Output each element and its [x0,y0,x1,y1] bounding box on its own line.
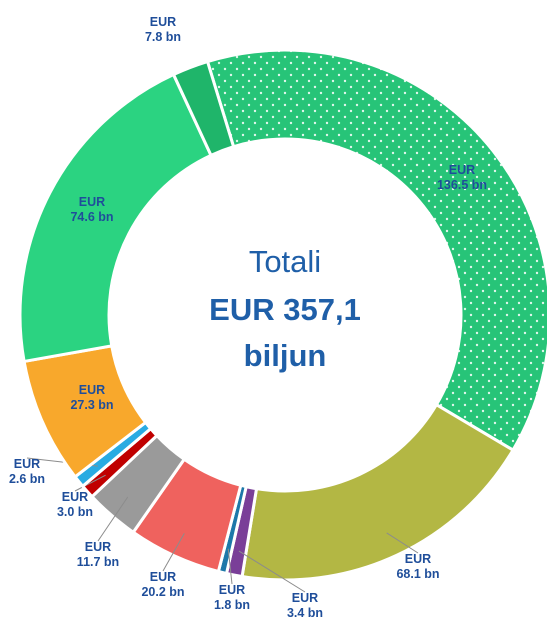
donut-segment [18,72,213,364]
data-label: EUR 3.0 bn [56,490,94,519]
data-label: EUR 136.5 bn [436,163,488,192]
data-label: EUR 1.8 bn [213,583,251,612]
data-label: EUR 27.3 bn [70,383,114,412]
donut-segment [240,402,516,582]
leader-line [162,533,185,572]
leader-line [238,550,306,593]
leader-line [386,532,419,554]
donut-segment [171,59,236,158]
data-label: EUR 20.2 bn [141,570,185,599]
center-title: Totali [248,244,322,279]
donut-segment [205,48,547,453]
data-label: EUR 7.8 bn [144,15,182,44]
leader-line [97,496,129,542]
data-label: EUR 68.1 bn [396,552,440,581]
data-label: EUR 11.7 bn [76,540,120,569]
data-label: EUR 2.6 bn [8,457,46,486]
center-total: EUR 357,1 [209,292,361,327]
leader-line [227,548,233,585]
leader-line [74,474,106,492]
data-label: EUR 74.6 bn [70,195,114,224]
center-unit: biljun [243,338,327,373]
data-label: EUR 3.4 bn [286,591,324,620]
